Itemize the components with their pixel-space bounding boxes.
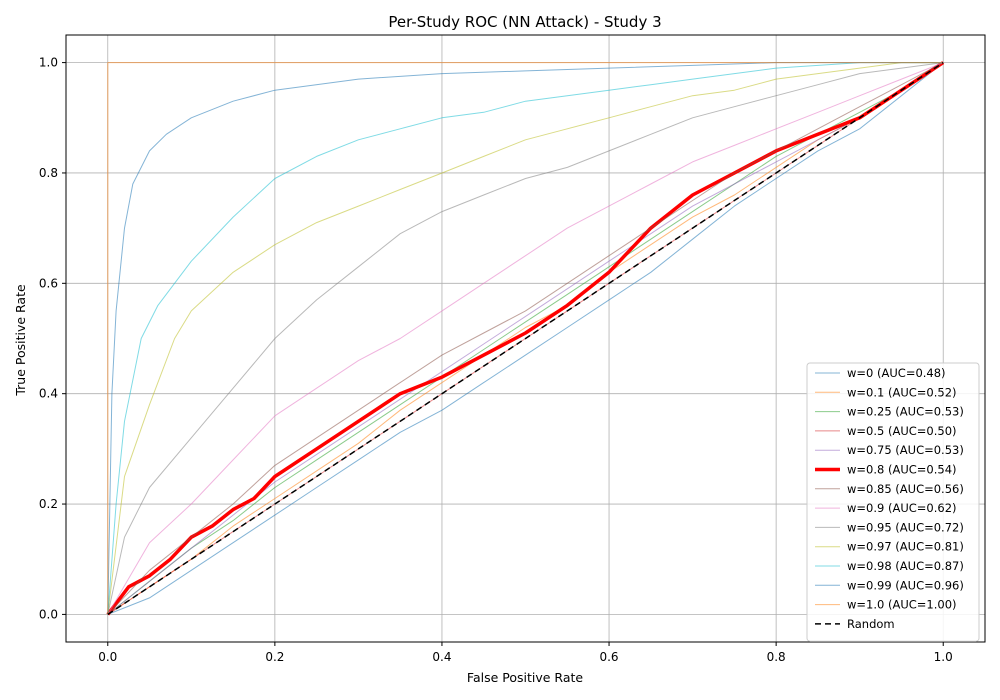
- y-tick-label: 0.0: [39, 607, 58, 621]
- series-line-w-0-95-auc-0-72: [107, 62, 944, 615]
- y-tick-label: 0.6: [39, 276, 58, 290]
- legend-label-w-0-75-auc-0-53: w=0.75 (AUC=0.53): [847, 443, 964, 457]
- y-tick-label: 0.4: [39, 387, 58, 401]
- series-line-w-0-9-auc-0-62: [107, 62, 944, 615]
- legend-label-w-0-85-auc-0-56: w=0.85 (AUC=0.56): [847, 482, 964, 496]
- legend-label-w-0-1-auc-0-52: w=0.1 (AUC=0.52): [847, 385, 957, 399]
- x-tick-label: 0.2: [265, 650, 284, 664]
- y-axis-title: True Positive Rate: [13, 284, 28, 397]
- plot-area: [106, 61, 945, 616]
- series-line-w-0-98-auc-0-87: [107, 62, 944, 615]
- y-tick-label: 0.2: [39, 497, 58, 511]
- x-tick-label: 0.8: [767, 650, 786, 664]
- series-line-w-0-auc-0-48: [107, 62, 944, 615]
- x-tick-label: 1.0: [934, 650, 953, 664]
- x-axis-title: False Positive Rate: [467, 670, 583, 685]
- legend: w=0 (AUC=0.48) w=0.1 (AUC=0.52) w=0.25 (AU…: [806, 362, 980, 642]
- legend-label-w-0-5-auc-0-50: w=0.5 (AUC=0.50): [847, 424, 957, 438]
- legend-label-w-0-auc-0-48: w=0 (AUC=0.48): [847, 366, 946, 380]
- y-tick-label: 1.0: [39, 56, 58, 70]
- legend-label-w-0-8-auc-0-54: w=0.8 (AUC=0.54): [847, 463, 957, 477]
- legend-label-random: Random: [847, 617, 895, 631]
- legend-label-w-0-99-auc-0-96: w=0.99 (AUC=0.96): [847, 578, 964, 592]
- legend-label-w-1-0-auc-1-00: w=1.0 (AUC=1.00): [847, 598, 957, 612]
- legend-label-w-0-98-auc-0-87: w=0.98 (AUC=0.87): [847, 559, 964, 573]
- chart-title: Per-Study ROC (NN Attack) - Study 3: [388, 13, 661, 31]
- series-line-random: [107, 61, 944, 616]
- x-tick-label: 0.6: [599, 650, 618, 664]
- series-line-w-0-97-auc-0-81: [107, 62, 944, 615]
- y-tick-label: 0.8: [39, 166, 58, 180]
- legend-label-w-0-25-auc-0-53: w=0.25 (AUC=0.53): [847, 405, 964, 419]
- axis-ticks: 0.0 0.2 0.4 0.6 0.8 1.0 0.0 0.2 0.4 0.6 0.8 1.0: [39, 56, 953, 664]
- x-tick-label: 0.4: [432, 650, 451, 664]
- series-line-w-1-0-auc-1-00: [107, 62, 944, 615]
- x-tick-label: 0.0: [98, 650, 117, 664]
- series-line-w-0-85-auc-0-56: [107, 62, 944, 615]
- legend-label-w-0-9-auc-0-62: w=0.9 (AUC=0.62): [847, 501, 957, 515]
- series-line-w-0-99-auc-0-96: [107, 62, 944, 615]
- legend-label-w-0-95-auc-0-72: w=0.95 (AUC=0.72): [847, 520, 964, 534]
- legend-box: [806, 362, 980, 642]
- axes-frame: [65, 34, 986, 643]
- legend-label-w-0-97-auc-0-81: w=0.97 (AUC=0.81): [847, 540, 964, 554]
- series-line-w-0-1-auc-0-52: [107, 62, 944, 615]
